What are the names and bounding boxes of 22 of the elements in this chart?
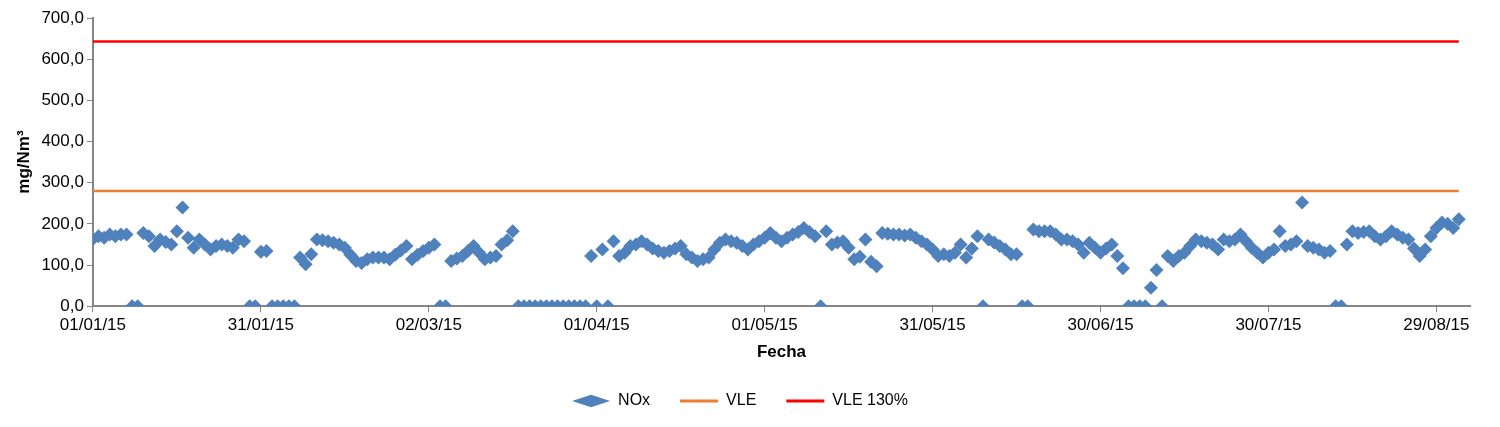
y-tick-label: 0,0: [60, 295, 84, 315]
y-tick-label: 600,0: [41, 48, 84, 68]
y-tick-label: 400,0: [41, 131, 84, 151]
legend-label: NOx: [618, 391, 651, 409]
y-axis-title: mg/Nm³: [13, 130, 33, 194]
x-tick-label: 29/08/15: [1403, 315, 1470, 335]
x-tick-label: 30/06/15: [1067, 315, 1134, 335]
y-tick-label: 500,0: [41, 90, 84, 110]
y-tick-label: 700,0: [41, 7, 84, 27]
x-tick-label: 01/01/15: [59, 315, 127, 335]
x-tick-label: 01/05/15: [731, 315, 798, 335]
y-tick-label: 100,0: [41, 254, 84, 274]
y-tick-label: 300,0: [41, 172, 84, 192]
x-tick-label: 30/07/15: [1235, 315, 1302, 335]
x-tick-label: 31/01/15: [227, 315, 294, 335]
x-tick-label: 02/03/15: [395, 315, 462, 335]
legend-label: VLE: [726, 391, 757, 409]
x-tick-label: 01/04/15: [563, 315, 630, 335]
y-tick-label: 200,0: [41, 213, 84, 233]
legend-label: VLE 130%: [832, 391, 908, 409]
x-axis-title: Fecha: [756, 342, 807, 362]
x-tick-label: 31/05/15: [899, 315, 966, 335]
